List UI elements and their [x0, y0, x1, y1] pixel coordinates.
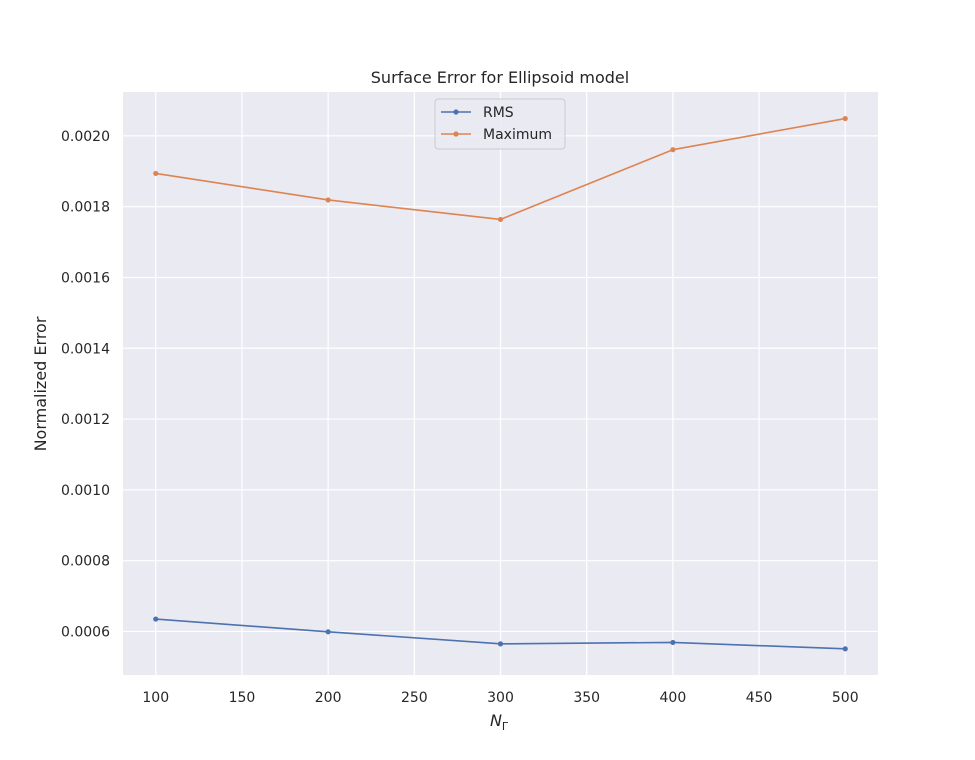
- legend-marker-rms: [453, 109, 459, 115]
- x-tick-label: 300: [487, 690, 514, 706]
- x-tick-label: 100: [142, 690, 169, 706]
- y-tick-label: 0.0020: [61, 129, 110, 145]
- chart-title: Surface Error for Ellipsoid model: [371, 68, 629, 87]
- legend-label-rms: RMS: [483, 105, 514, 121]
- y-tick-label: 0.0014: [61, 341, 110, 357]
- y-axis-label: Normalized Error: [31, 316, 50, 451]
- data-point-maximum: [325, 197, 331, 203]
- grid: [123, 92, 878, 675]
- x-axis-label-subscript: Γ: [502, 720, 509, 733]
- y-tick-labels: 0.0006 0.0008 0.0010 0.0012 0.0014 0.0016 0.00…: [61, 129, 110, 641]
- data-point-rms: [842, 646, 848, 652]
- y-tick-label: 0.0006: [61, 624, 110, 640]
- y-tick-label: 0.0008: [61, 554, 110, 570]
- x-tick-labels: 100 150 200 250 300 350 400 450 500: [142, 690, 858, 706]
- x-tick-label: 150: [229, 690, 256, 706]
- x-tick-label: 450: [746, 690, 773, 706]
- legend-label-maximum: Maximum: [483, 127, 552, 143]
- data-point-rms: [670, 639, 676, 646]
- y-tick-label: 0.0010: [61, 483, 110, 499]
- data-point-maximum: [670, 147, 676, 153]
- data-point-maximum: [153, 170, 159, 177]
- x-tick-label: 400: [660, 690, 687, 706]
- legend: RMS Maximum: [434, 98, 566, 150]
- y-tick-label: 0.0018: [61, 200, 110, 216]
- data-point-maximum: [842, 115, 848, 122]
- x-axis-label: NΓ: [490, 711, 509, 733]
- data-point-rms: [497, 641, 504, 647]
- x-tick-label: 200: [315, 690, 342, 706]
- legend-marker-maximum: [453, 131, 459, 137]
- series-layer: [153, 115, 848, 652]
- data-point-maximum: [497, 216, 504, 223]
- y-tick-label: 0.0012: [61, 412, 110, 428]
- data-point-rms: [153, 616, 159, 622]
- y-tick-label: 0.0016: [61, 270, 110, 286]
- x-axis-label-main: N: [490, 711, 502, 730]
- data-point-rms: [325, 629, 331, 635]
- x-tick-label: 350: [573, 690, 600, 706]
- x-tick-label: 250: [401, 690, 428, 706]
- x-tick-label: 500: [832, 690, 859, 706]
